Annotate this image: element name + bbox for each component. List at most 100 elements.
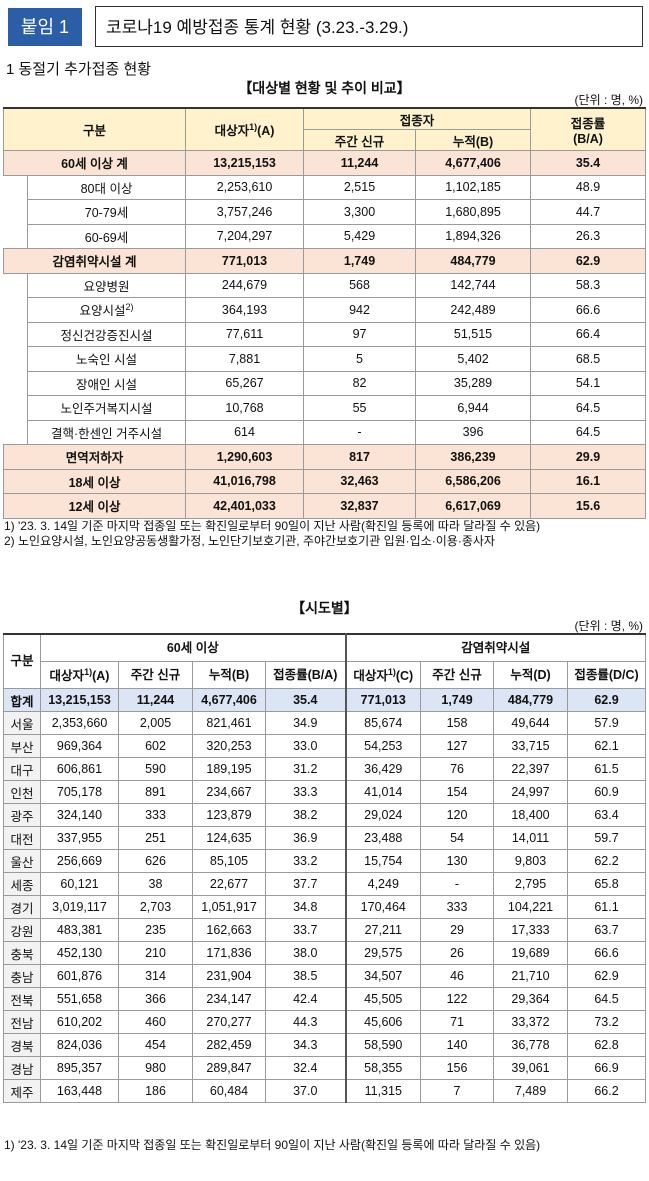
value-cell: 2,353,660 (40, 711, 119, 735)
value-cell: 324,140 (40, 803, 119, 827)
row-label: 전남 (3, 1010, 41, 1034)
unit-note: (단위 : 명, %) (574, 93, 643, 107)
indent-cell (3, 273, 28, 445)
value-cell: 333 (118, 803, 193, 827)
value-cell: 314 (118, 964, 193, 988)
value-cell: 62.8 (567, 1033, 647, 1057)
value-cell: 64.5 (530, 419, 647, 445)
data-row: 요양시설2) 364,193 942 242,489 66.6 (4, 297, 647, 323)
value-cell: 235 (118, 918, 193, 942)
row-label: 대전 (3, 826, 41, 850)
row-label: 제주 (3, 1079, 41, 1103)
value-cell: 251 (118, 826, 193, 850)
value-cell: 33,715 (493, 734, 569, 758)
row-label: 충북 (3, 941, 41, 965)
footnote-ref: 1) (249, 121, 258, 132)
value-cell: 14,011 (493, 826, 569, 850)
data-row: 대전 337,955 251 124,635 36.9 23,488 54 14,011 59.… (3, 826, 647, 850)
value-cell: 58.3 (530, 272, 647, 298)
footnotes: 1) '23. 3. 14일 기준 마지막 접종일 또는 확진일로부터 90일이… (4, 519, 644, 549)
value-cell: 5 (303, 346, 417, 372)
footnote: 1) '23. 3. 14일 기준 마지막 접종일 또는 확진일로부터 90일이… (4, 1138, 541, 1152)
value-cell: 2,795 (493, 872, 569, 896)
value-cell: 54.1 (530, 370, 647, 396)
value-cell: 63.7 (567, 918, 647, 942)
data-row: 노숙인 시설 7,881 5 5,402 68.5 (4, 346, 647, 372)
value-cell: 24,997 (493, 780, 569, 804)
data-row: 요양병원 244,679 568 142,744 58.3 (3, 272, 647, 445)
value-cell: 33.2 (264, 849, 347, 873)
data-row: 노인주거복지시설 10,768 55 6,944 64.5 (4, 395, 647, 421)
data-row: 대구 606,861 590 189,195 31.2 36,429 76 22,397 61.… (3, 757, 647, 781)
row-label: 세종 (3, 872, 41, 896)
value-cell: 602 (118, 734, 193, 758)
data-row: 12세 이상 42,401,033 32,837 6,617,069 15.6 (2, 493, 647, 519)
value-cell: 97 (303, 321, 417, 347)
value-cell: 44.7 (530, 199, 647, 225)
value-cell: 1,749 (420, 688, 495, 712)
value-cell: 320,253 (192, 734, 266, 758)
value-cell: 484,779 (415, 248, 532, 274)
header-row: 구분 60세 이상 감염취약시설 (3, 633, 647, 689)
column-header: 주간 신규 (303, 129, 417, 151)
value-cell: 59.7 (567, 826, 647, 850)
value-cell: 120 (420, 803, 495, 827)
value-cell: 26 (420, 941, 495, 965)
badge: 붙임 1 (8, 8, 82, 46)
value-cell: 21,710 (493, 964, 569, 988)
value-cell: 171,836 (192, 941, 266, 965)
value-cell: 821,461 (192, 711, 266, 735)
value-cell: 35.4 (530, 150, 647, 176)
value-cell: 11,244 (303, 150, 417, 176)
value-cell: 337,955 (40, 826, 119, 850)
column-header: 대상자1)(A) (40, 661, 119, 689)
value-cell: 104,221 (493, 895, 569, 919)
value-cell: 39,061 (493, 1056, 569, 1080)
data-row: 합계 13,215,153 11,244 4,677,406 35.4 771,013 1,… (3, 688, 647, 712)
column-header: 누적(D) (493, 661, 569, 689)
value-cell: 4,677,406 (192, 688, 266, 712)
value-cell: 85,674 (344, 711, 422, 735)
data-row: 강원 483,381 235 162,663 33.7 27,211 29 17,333 63.… (3, 918, 647, 942)
value-cell: 85,105 (192, 849, 266, 873)
value-cell: 34.3 (264, 1033, 347, 1057)
value-cell: 13,215,153 (40, 688, 119, 712)
value-cell: 42,401,033 (185, 493, 305, 519)
value-cell: 980 (118, 1056, 193, 1080)
value-cell: 77,611 (185, 321, 305, 347)
value-cell: 10,768 (185, 395, 305, 421)
footnote: 2) 노인요양시설, 노인요양공동생활가정, 노인단기보호기관, 주야간보호기관… (4, 534, 495, 548)
value-cell: 626 (118, 849, 193, 873)
row-label: 60-69세 (26, 223, 187, 249)
row-label: 80대 이상 (26, 174, 187, 200)
value-cell: 824,036 (40, 1033, 119, 1057)
row-label: 결핵·한센인 거주시설 (26, 419, 187, 445)
value-cell: 13,215,153 (185, 150, 305, 176)
value-cell: 127 (420, 734, 495, 758)
row-label: 인천 (3, 780, 41, 804)
value-cell: 606,861 (40, 757, 119, 781)
data-row: 70-79세 3,757,246 3,300 1,680,895 44.7 (4, 199, 647, 225)
value-cell: 45,606 (344, 1010, 422, 1034)
data-row: 경기 3,019,117 2,703 1,051,917 34.8 170,464 333 1… (3, 895, 647, 919)
data-row: 60-69세 7,204,297 5,429 1,894,326 26.3 (4, 223, 647, 249)
value-cell: 705,178 (40, 780, 119, 804)
value-cell: 969,364 (40, 734, 119, 758)
value-cell: 454 (118, 1033, 193, 1057)
value-cell: 61.5 (567, 757, 647, 781)
value-cell: 366 (118, 987, 193, 1011)
value-cell: 895,357 (40, 1056, 119, 1080)
value-cell: 26.3 (530, 223, 647, 249)
value-cell: 41,014 (344, 780, 422, 804)
value-cell: 891 (118, 780, 193, 804)
data-row: 전남 610,202 460 270,277 44.3 45,606 71 33,372 73.… (3, 1010, 647, 1034)
label-text: 대상자 (49, 669, 85, 684)
data-row: 제주 163,448 186 60,484 37.0 11,315 7 7,489 66.2 (3, 1079, 647, 1103)
value-cell: 29,024 (344, 803, 422, 827)
value-cell: 32.4 (264, 1056, 347, 1080)
value-cell: 1,290,603 (185, 444, 305, 470)
value-cell: 62.9 (567, 688, 647, 712)
value-cell: 18,400 (493, 803, 569, 827)
column-header: 감염취약시설 (344, 633, 647, 662)
value-cell: 29,364 (493, 987, 569, 1011)
